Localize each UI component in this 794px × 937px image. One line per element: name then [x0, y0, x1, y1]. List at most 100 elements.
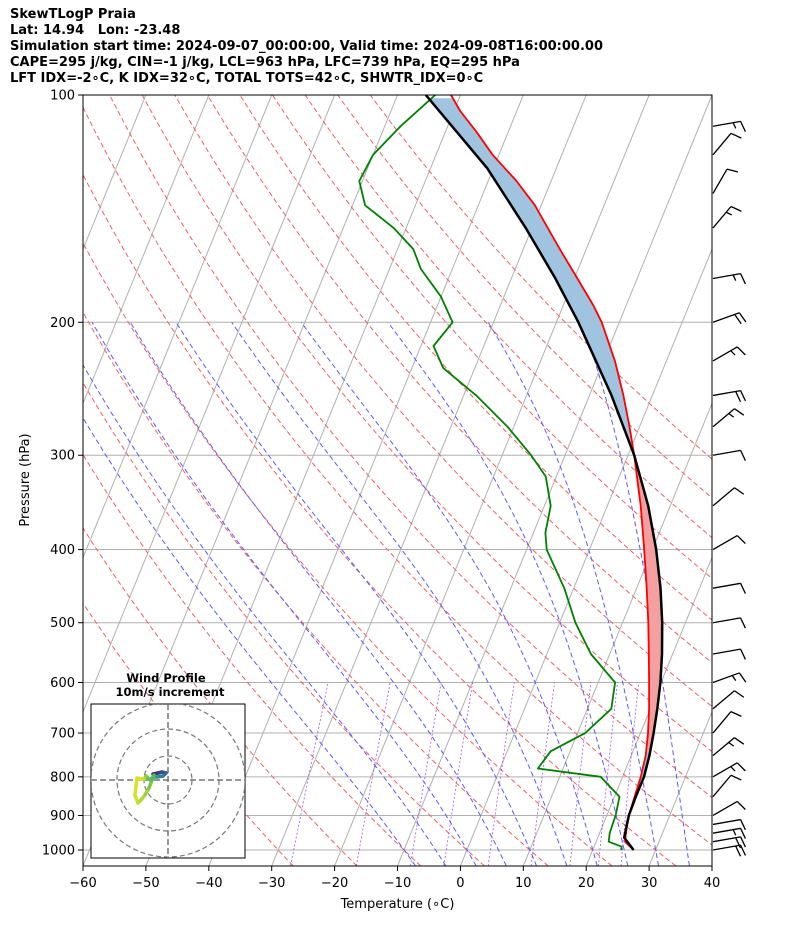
- dry-adiabat: [304, 95, 712, 539]
- isotherm-line: [459, 247, 712, 866]
- barb-flag: [739, 836, 747, 848]
- x-tick-label: 20: [578, 876, 595, 891]
- barb-half-flag: [730, 350, 736, 356]
- wind-barb: [712, 120, 747, 132]
- barb-shaft: [712, 408, 735, 428]
- barb-flag: [739, 390, 747, 402]
- header-cape-line: CAPE=295 j/kg, CIN=-1 j/kg, LCL=963 hPa,…: [10, 55, 520, 70]
- wind-barb: [712, 582, 747, 594]
- barb-shaft: [712, 617, 741, 624]
- barb-flag: [736, 535, 746, 545]
- cin-shading: [428, 98, 634, 450]
- hodograph: Wind Profile 10m/s increment: [90, 671, 246, 859]
- isotherm-line: [208, 95, 524, 866]
- x-tick-label: −10: [384, 876, 411, 891]
- wind-barb: [712, 818, 747, 831]
- mixing-ratio-line: [487, 682, 515, 866]
- barb-shaft: [712, 487, 735, 507]
- wind-barb: [712, 408, 745, 428]
- dewpoint-line: [358, 95, 623, 851]
- mixing-ratio-line: [443, 682, 474, 866]
- wind-barb: [712, 690, 745, 710]
- barb-flag: [739, 819, 747, 831]
- dry-adiabat: [83, 173, 677, 866]
- grid-layer: [83, 95, 712, 866]
- cin-shading-low: [624, 750, 651, 838]
- barb-flag: [735, 845, 742, 857]
- wind-barb: [712, 827, 747, 839]
- barb-flag: [730, 132, 742, 139]
- barb-flag: [734, 408, 745, 416]
- barb-flag: [739, 648, 747, 660]
- y-tick-label: 300: [50, 449, 75, 464]
- moist-adiabat: [129, 322, 507, 866]
- barb-half-flag: [732, 274, 737, 281]
- barb-shaft: [712, 312, 740, 323]
- barb-flag: [739, 273, 747, 285]
- dry-adiabat: [83, 381, 485, 866]
- x-tick-label: 30: [641, 876, 658, 891]
- barb-half-flag: [725, 211, 733, 216]
- barb-shaft: [712, 449, 741, 456]
- moist-adiabat: [175, 322, 538, 866]
- barb-shaft: [712, 168, 728, 194]
- isotherm-line: [648, 710, 712, 866]
- wind-barb: [712, 449, 747, 461]
- x-axis-label: Temperature (∘C): [340, 897, 455, 912]
- barb-flag: [738, 672, 747, 683]
- data-layer: [358, 95, 664, 851]
- mixing-ratio-line: [620, 682, 640, 866]
- moist-adiabat: [387, 322, 629, 866]
- moist-adiabat: [83, 416, 416, 866]
- barb-shaft: [712, 272, 741, 280]
- hodograph-title: Wind Profile: [126, 671, 206, 685]
- wind-barb: [712, 205, 742, 229]
- wind-barb: [712, 648, 747, 660]
- header-indices-line: LFT IDX=-2∘C, K IDX=32∘C, TOTAL TOTS=42∘…: [10, 71, 484, 86]
- wind-barb: [712, 711, 742, 734]
- barb-shaft: [712, 737, 735, 757]
- barb-shaft: [712, 648, 741, 655]
- wind-barb: [712, 487, 745, 507]
- barb-shaft: [712, 132, 732, 156]
- temperature-line: [450, 95, 650, 851]
- barb-flag: [739, 121, 747, 132]
- barb-shaft: [712, 818, 741, 826]
- mixing-ratio-line: [410, 682, 442, 866]
- moist-adiabat: [487, 322, 659, 866]
- x-tick-label: −50: [132, 876, 159, 891]
- isotherm-line: [83, 95, 336, 714]
- wind-barb: [712, 836, 747, 849]
- barb-half-flag: [730, 766, 736, 772]
- barb-flag: [739, 583, 747, 594]
- barb-shaft: [712, 762, 738, 778]
- barb-half-flag: [728, 412, 735, 418]
- dry-adiabat: [206, 95, 712, 664]
- y-tick-label: 100: [50, 89, 75, 104]
- dry-adiabat: [83, 106, 712, 846]
- cape-shading: [632, 449, 663, 751]
- barb-flag: [730, 205, 742, 212]
- wind-barbs: [712, 120, 747, 857]
- hodograph-trace: [150, 773, 156, 782]
- barb-shaft: [712, 582, 741, 589]
- wind-barb: [712, 800, 746, 817]
- barb-flag: [734, 487, 745, 495]
- hodograph-subtitle: 10m/s increment: [116, 685, 225, 699]
- barb-shaft: [712, 690, 735, 710]
- barb-flag: [735, 391, 742, 403]
- barb-shaft: [712, 534, 738, 551]
- y-tick-label: 800: [50, 770, 75, 785]
- dry-adiabat: [369, 95, 712, 460]
- y-tick-label: 400: [50, 543, 75, 558]
- isotherm-line: [83, 95, 147, 251]
- dry-adiabat: [83, 311, 549, 866]
- dry-adiabat: [239, 95, 712, 621]
- barb-flag: [739, 617, 747, 629]
- barb-flag: [726, 168, 739, 173]
- mixing-ratio-line: [598, 682, 618, 866]
- isotherm-line: [83, 95, 210, 405]
- wind-barb: [712, 737, 745, 757]
- barb-half-flag: [731, 675, 737, 681]
